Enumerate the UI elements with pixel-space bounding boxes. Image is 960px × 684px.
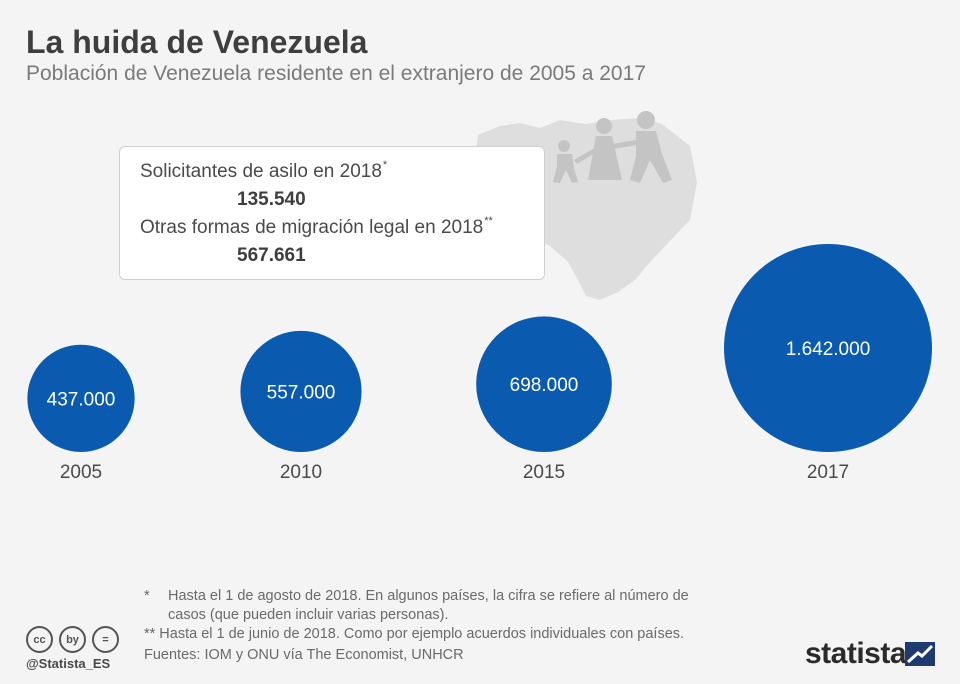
footnote-1-line-2: casos (que pueden incluir varias persona… xyxy=(168,607,449,623)
footnote-1: * Hasta el 1 de agosto de 2018. En algun… xyxy=(144,587,689,625)
statista-logo-icon[interactable] xyxy=(905,642,935,666)
footnotes: * Hasta el 1 de agosto de 2018. En algun… xyxy=(144,587,689,665)
no-derivatives-icon[interactable]: = xyxy=(92,626,119,653)
legal-migration-label: Otras formas de migración legal en 2018 xyxy=(140,217,484,238)
twitter-handle[interactable]: @Statista_ES xyxy=(26,656,111,671)
footnote-1-line-1: Hasta el 1 de agosto de 2018. En algunos… xyxy=(168,588,689,604)
chart-title: La huida de Venezuela xyxy=(26,24,368,60)
legal-migration-value: 567.661 xyxy=(237,245,306,266)
footnote-2-text: Hasta el 1 de junio de 2018. Como por ej… xyxy=(159,626,685,642)
bubble-2017 xyxy=(724,244,932,452)
bubble-2005 xyxy=(27,344,135,452)
bubble-2015 xyxy=(476,316,612,453)
migrant-family-icon xyxy=(553,111,672,183)
chart-subtitle: Población de Venezuela residente en el e… xyxy=(26,62,646,85)
asylum-footnote-mark: * xyxy=(382,159,388,171)
year-label-2005: 2005 xyxy=(60,462,102,483)
footnote-1-mark: * xyxy=(144,588,150,604)
bubble-2010 xyxy=(240,330,362,453)
legal-migration-footnote-mark: ** xyxy=(484,215,493,227)
footnote-2: ** Hasta el 1 de junio de 2018. Como por … xyxy=(144,625,689,644)
year-label-2017: 2017 xyxy=(807,462,849,483)
asylum-label: Solicitantes de asilo en 2018 xyxy=(140,161,382,182)
footnote-2-mark: ** xyxy=(144,626,156,642)
bubble-value-2015: 698.000 xyxy=(510,375,579,396)
asylum-label-row: Solicitantes de asilo en 2018* xyxy=(140,159,388,183)
cc-license-icon[interactable]: cc xyxy=(26,626,53,653)
asylum-callout-box: Solicitantes de asilo en 2018* 135.540 O… xyxy=(119,146,545,280)
bubble-value-2017: 1.642.000 xyxy=(786,339,871,360)
license-icons: cc by = xyxy=(26,626,119,653)
year-label-2010: 2010 xyxy=(280,462,322,483)
sources-text: Fuentes: IOM y ONU vía The Economist, UN… xyxy=(144,647,464,663)
bubble-value-2005: 437.000 xyxy=(47,389,116,410)
asylum-value: 135.540 xyxy=(237,189,306,210)
statista-brand-text[interactable]: statista xyxy=(805,637,907,670)
year-label-2015: 2015 xyxy=(523,462,565,483)
bubble-value-2010: 557.000 xyxy=(267,382,336,403)
legal-migration-label-row: Otras formas de migración legal en 2018*… xyxy=(140,215,493,239)
attribution-icon[interactable]: by xyxy=(59,626,86,653)
